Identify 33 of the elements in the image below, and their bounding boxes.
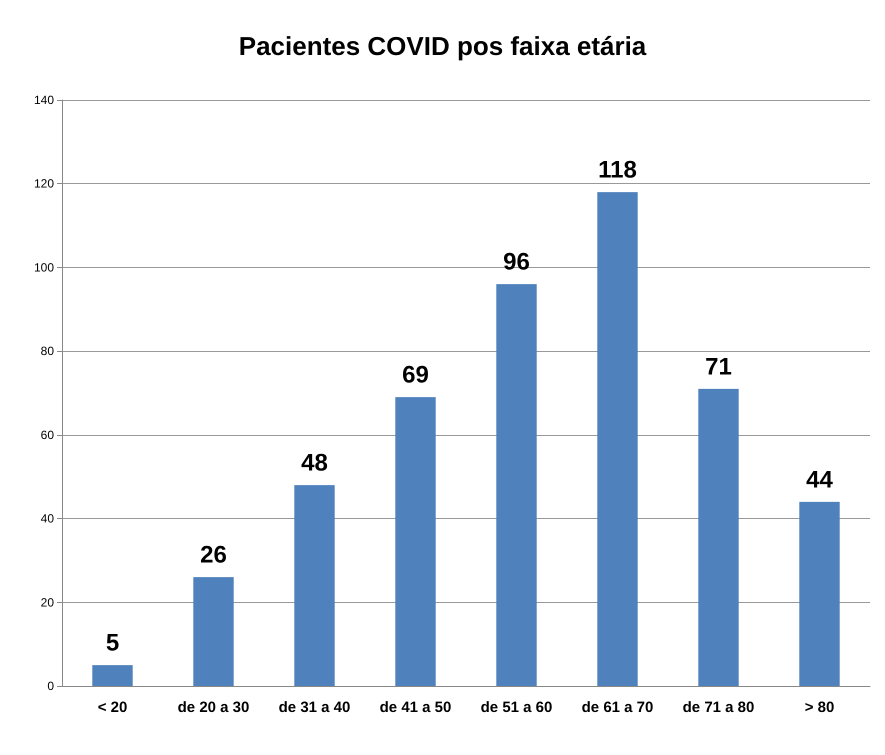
bar — [496, 284, 537, 686]
y-tick-label: 40 — [40, 512, 54, 526]
bar — [799, 502, 840, 686]
x-tick-label: < 20 — [98, 699, 128, 716]
data-label: 44 — [806, 466, 834, 494]
bar — [395, 397, 436, 686]
data-label: 48 — [301, 450, 328, 477]
x-tick-label: > 80 — [804, 699, 834, 716]
y-tick-label: 100 — [34, 260, 54, 274]
data-label: 118 — [598, 156, 637, 184]
y-tick-label: 0 — [47, 679, 54, 693]
bar — [193, 577, 234, 686]
y-tick-label: 140 — [34, 93, 54, 107]
bar — [92, 665, 133, 686]
chart-title: Pacientes COVID pos faixa etária — [238, 31, 647, 61]
x-tick-label: de 41 a 50 — [380, 699, 452, 716]
data-label: 69 — [402, 362, 429, 389]
y-tick-label: 60 — [40, 428, 54, 442]
x-tick-label: de 31 a 40 — [278, 699, 350, 716]
data-label: 5 — [106, 630, 120, 657]
x-tick-label: de 71 a 80 — [682, 699, 754, 716]
x-tick-label: de 51 a 60 — [480, 699, 552, 716]
x-tick-label: de 61 a 70 — [582, 699, 654, 716]
bar — [597, 192, 638, 686]
x-tick-label: de 20 a 30 — [178, 699, 250, 716]
data-label: 71 — [705, 353, 732, 380]
y-tick-label: 20 — [40, 595, 54, 610]
data-label: 26 — [200, 542, 227, 569]
data-label: 96 — [503, 248, 530, 276]
bar — [698, 388, 739, 686]
y-tick-label: 80 — [40, 344, 54, 358]
y-tick-label: 120 — [34, 176, 54, 191]
bar — [294, 485, 335, 686]
